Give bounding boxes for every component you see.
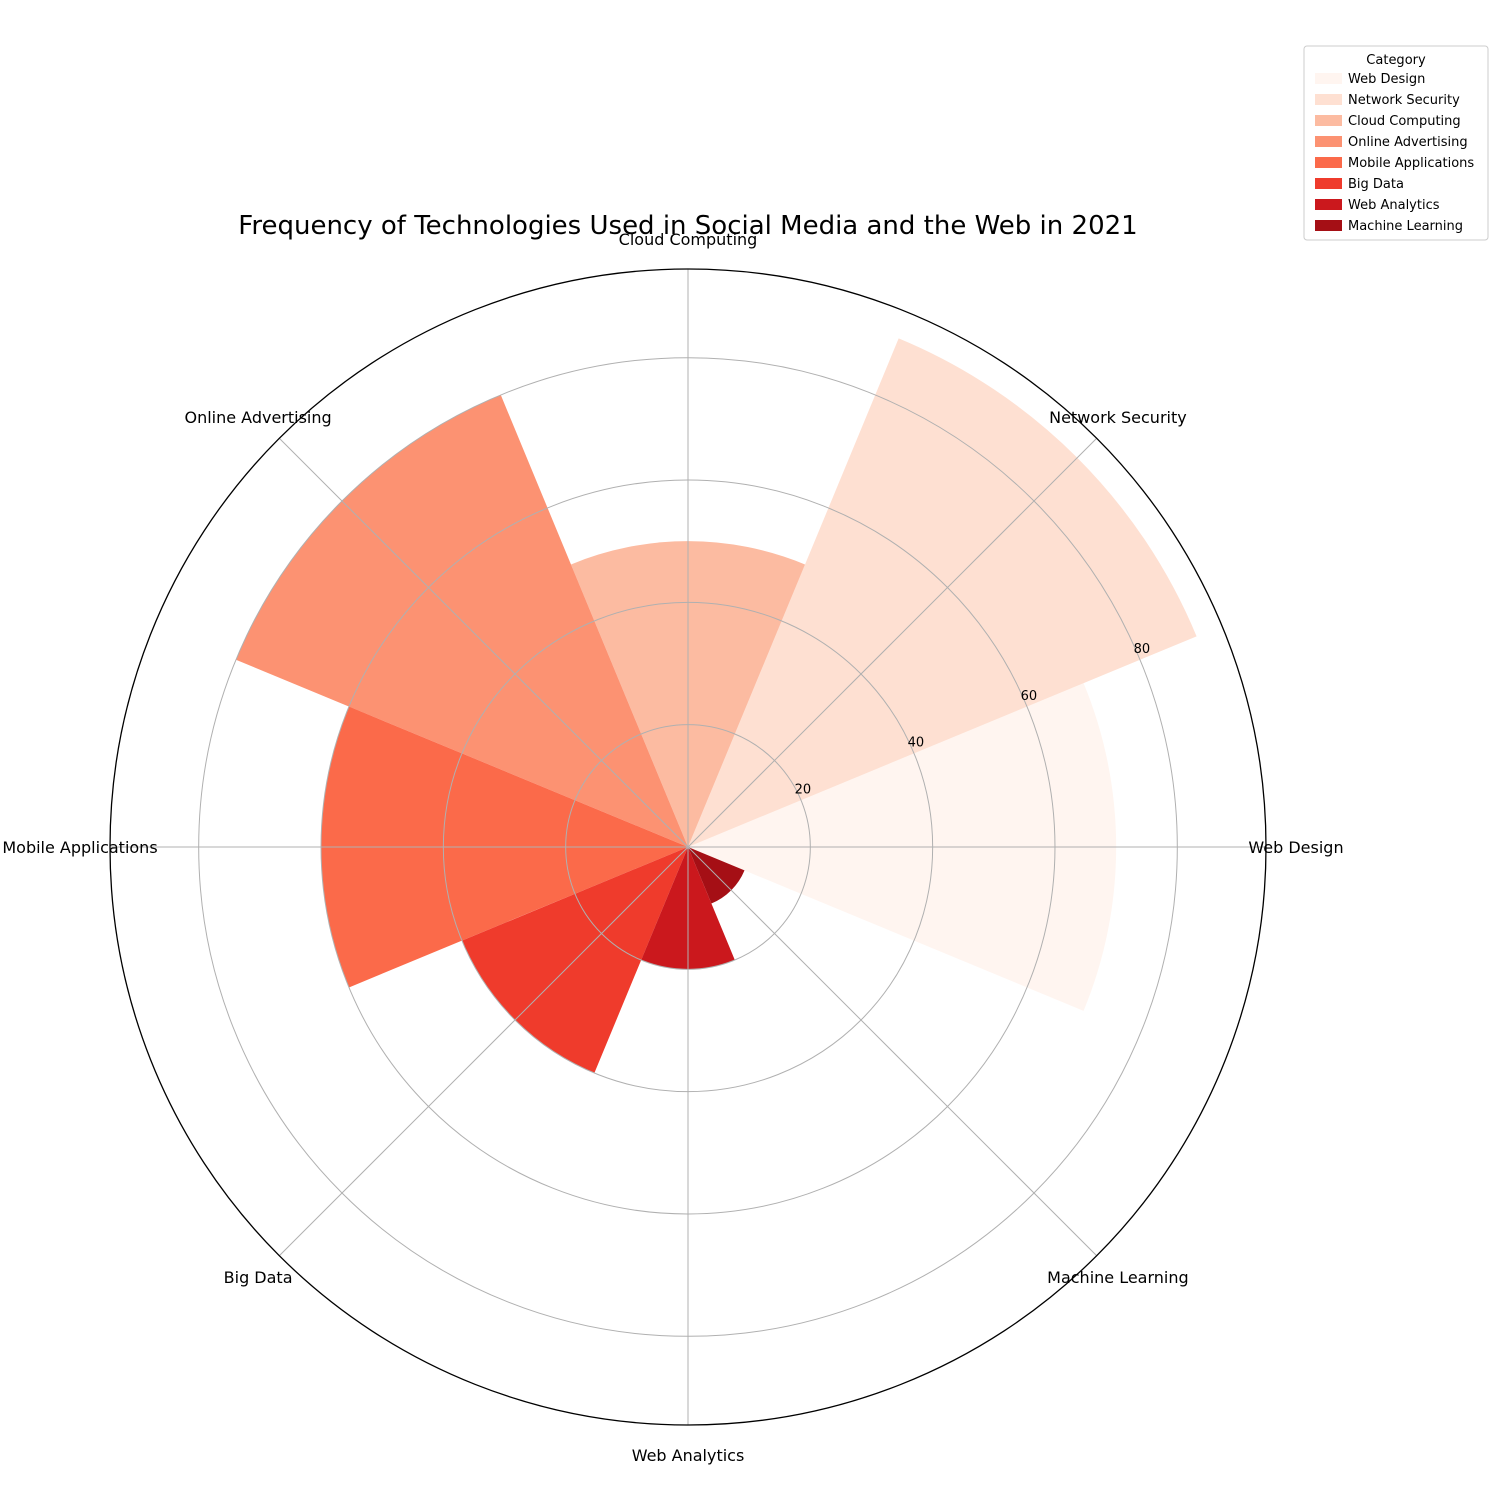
radial-tick-80: 80	[1134, 642, 1151, 657]
legend-title: Category	[1366, 53, 1426, 68]
category-label-online-advertising: Online Advertising	[184, 408, 331, 427]
legend-label-network-security: Network Security	[1348, 93, 1460, 108]
legend-swatch-web-design	[1315, 73, 1342, 84]
legend-label-mobile-applications: Mobile Applications	[1348, 156, 1474, 171]
radial-tick-40: 40	[908, 736, 925, 751]
category-label-web-design: Web Design	[1248, 838, 1343, 857]
spoke-network-security	[687, 437, 1098, 848]
spoke-big-data	[278, 846, 689, 1257]
legend-label-web-design: Web Design	[1348, 72, 1425, 87]
legend-label-online-advertising: Online Advertising	[1348, 135, 1468, 150]
legend-label-machine-learning: Machine Learning	[1348, 219, 1463, 234]
chart-title: Frequency of Technologies Used in Social…	[238, 211, 1137, 241]
legend-frame	[1303, 45, 1489, 241]
category-label-big-data: Big Data	[224, 1268, 293, 1287]
legend: Category Web Design Network Security Cloud…	[1303, 45, 1489, 241]
legend-swatch-web-analytics	[1315, 199, 1342, 210]
legend-swatch-cloud-computing	[1315, 115, 1342, 126]
legend-items: Web Design Network Security Cloud Computin…	[1315, 72, 1474, 234]
category-label-mobile-applications: Mobile Applications	[2, 838, 157, 857]
category-label-machine-learning: Machine Learning	[1047, 1268, 1189, 1287]
legend-swatch-mobile-applications	[1315, 157, 1342, 168]
category-label-network-security: Network Security	[1049, 408, 1187, 427]
radial-tick-labels: 20 40 60 80	[795, 642, 1151, 797]
legend-label-cloud-computing: Cloud Computing	[1348, 114, 1461, 129]
legend-swatch-online-advertising	[1315, 136, 1342, 147]
legend-swatch-big-data	[1315, 178, 1342, 189]
spoke-online-advertising	[278, 437, 689, 848]
legend-swatch-network-security	[1315, 94, 1342, 105]
category-label-cloud-computing: Cloud Computing	[619, 230, 758, 249]
radial-tick-60: 60	[1021, 689, 1038, 704]
category-label-web-analytics: Web Analytics	[632, 1446, 745, 1465]
legend-swatch-machine-learning	[1315, 220, 1342, 231]
polar-outer-ring	[109, 268, 1267, 1426]
legend-label-big-data: Big Data	[1348, 177, 1404, 192]
category-labels: Web Design Network Security Cloud Computin…	[2, 230, 1343, 1465]
spokes-group	[110, 269, 1266, 1425]
legend-label-web-analytics: Web Analytics	[1348, 198, 1440, 213]
spoke-machine-learning	[687, 846, 1098, 1257]
radial-tick-20: 20	[795, 782, 812, 797]
